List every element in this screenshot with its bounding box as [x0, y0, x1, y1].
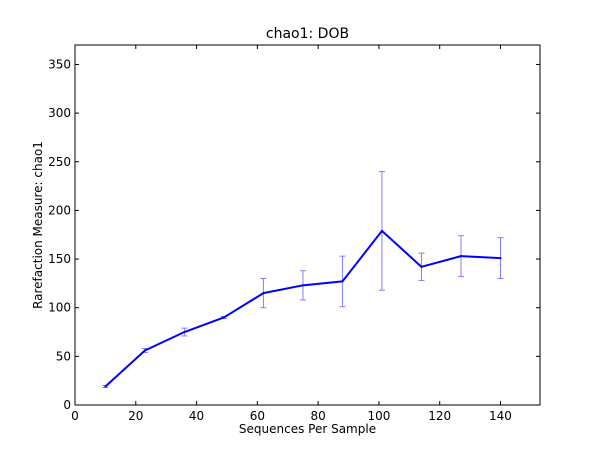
data-point — [420, 265, 423, 268]
x-tick-label: 20 — [128, 409, 143, 423]
y-tick-label: 150 — [48, 252, 71, 266]
y-tick-label: 50 — [56, 349, 71, 363]
axes-frame — [74, 44, 541, 406]
y-tick-label: 350 — [48, 57, 71, 71]
data-point — [143, 349, 146, 352]
data-point — [262, 292, 265, 295]
x-tick-label: 120 — [428, 409, 451, 423]
y-tick-label: 0 — [63, 398, 71, 412]
x-tick-label: 100 — [367, 409, 390, 423]
y-axis-label: Rarefaction Measure: chao1 — [31, 141, 45, 309]
y-tick-label: 100 — [48, 301, 71, 315]
y-tick-label: 300 — [48, 106, 71, 120]
series-line-segment — [104, 349, 146, 388]
x-tick-label: 60 — [250, 409, 265, 423]
data-point — [183, 331, 186, 334]
x-tick-label: 80 — [310, 409, 325, 423]
x-tick-label: 140 — [489, 409, 512, 423]
series-line-segment — [380, 229, 423, 268]
series-line-segment — [301, 280, 344, 287]
plot-area — [75, 45, 540, 405]
x-tick-label: 0 — [71, 409, 79, 423]
series-line-segment — [459, 255, 502, 260]
series-line-segment — [420, 255, 462, 268]
data-point — [104, 385, 107, 388]
series-line-segment — [262, 284, 304, 295]
data-point — [341, 280, 344, 283]
x-axis-label: Sequences Per Sample — [239, 422, 376, 436]
data-point — [301, 284, 304, 287]
series-lines-group — [104, 229, 502, 388]
series-line-segment — [222, 292, 265, 319]
ticks-group: 0 20 40 60 80 100 120 140 0 50 100 150 200 250 300 350 — [48, 45, 540, 423]
data-point — [222, 316, 225, 319]
data-point — [459, 255, 462, 258]
data-point — [380, 229, 383, 232]
chart-title: chao1: DOB — [266, 26, 349, 42]
y-tick-label: 250 — [48, 155, 71, 169]
data-point — [499, 257, 502, 260]
x-tick-label: 40 — [189, 409, 204, 423]
series-line-segment — [183, 316, 225, 334]
y-tick-label: 200 — [48, 203, 71, 217]
series-line-segment — [341, 229, 383, 283]
series-line-segment — [143, 331, 186, 352]
